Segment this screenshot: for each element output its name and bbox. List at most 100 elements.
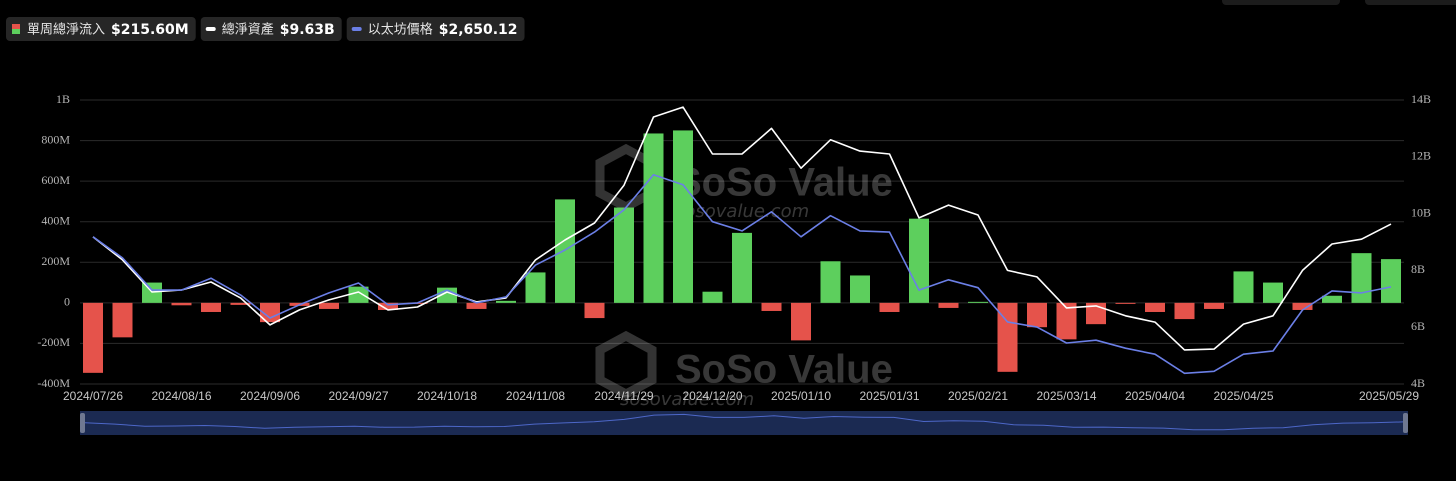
bar [820, 261, 841, 303]
bar [466, 302, 487, 309]
bar [997, 302, 1018, 372]
bar [850, 275, 870, 303]
bar [1174, 302, 1195, 320]
watermark-text: SoSo Value [675, 348, 893, 392]
x-tick-label: 2024/07/26 [63, 389, 123, 403]
legend-name: 總淨資產 [222, 22, 274, 38]
legend: 單周總淨流入 $215.60M 總淨資產 $9.63B 以太坊價格 $2,650.12 [6, 17, 525, 41]
legend-box [6, 17, 196, 41]
y-tick-label: 600M [41, 173, 70, 187]
y2-tick-label: 4B [1411, 376, 1425, 390]
bar [171, 302, 192, 306]
watermark-url: sosovalue.com [620, 389, 754, 410]
y2-tick-label: 12B [1411, 149, 1431, 163]
legend-value: $215.60M [111, 22, 189, 38]
bar [1145, 302, 1165, 312]
legend-item[interactable]: 總淨資產 $9.63B [200, 17, 342, 41]
y-tick-label: 800M [41, 132, 70, 146]
legend-icon [205, 27, 216, 31]
bar [1204, 302, 1224, 309]
x-tick-label: 2025/05/29 [1359, 389, 1419, 403]
x-tick-label: 2024/09/06 [240, 389, 300, 403]
bar [378, 302, 398, 310]
navigator-handle[interactable] [1403, 413, 1408, 433]
x-tick-label: 2025/02/21 [948, 389, 1008, 403]
bar [791, 302, 811, 341]
legend-icon [12, 29, 20, 34]
y2-tick-label: 6B [1411, 319, 1425, 333]
y2-tick-label: 8B [1411, 262, 1425, 276]
bar [1351, 253, 1372, 303]
bar [83, 302, 103, 373]
bar [761, 302, 782, 311]
legend-box [200, 17, 342, 41]
legend-box [346, 17, 525, 41]
bar [525, 272, 546, 303]
y-tick-label: 1B [56, 92, 70, 106]
x-tick-label: 2024/11/29 [594, 389, 653, 403]
line [92, 106, 1392, 351]
bar [260, 302, 280, 323]
bar [1115, 302, 1136, 304]
bar [112, 302, 133, 338]
y-tick-label: 200M [41, 254, 70, 268]
bar [702, 291, 723, 303]
bar [1263, 282, 1283, 303]
bar [968, 301, 988, 303]
bar [1233, 271, 1254, 303]
x-tick-label: 2024/12/20 [682, 389, 742, 403]
watermark-text: SoSo Value [675, 161, 893, 205]
bar [614, 207, 634, 303]
line [92, 174, 1392, 375]
legend-value: $2,650.12 [439, 22, 518, 38]
bar [673, 130, 693, 303]
y-tick-label: -200M [37, 335, 70, 349]
navigator-line [84, 413, 1404, 431]
bar [201, 302, 221, 312]
legend-icon [12, 24, 20, 29]
bar [555, 199, 575, 303]
bar [1381, 259, 1401, 303]
x-tick-label: 2025/01/10 [771, 389, 831, 403]
watermark-url: sosovalue.com [675, 201, 809, 222]
x-tick-label: 2025/04/25 [1213, 389, 1273, 403]
legend-item[interactable]: 以太坊價格 $2,650.12 [346, 17, 525, 41]
x-tick-label: 2024/10/18 [417, 389, 477, 403]
legend-icon [351, 27, 362, 31]
y2-tick-label: 10B [1411, 205, 1431, 219]
y-tick-label: -400M [37, 376, 70, 390]
y-tick-label: 0 [64, 295, 70, 309]
legend-name: 以太坊價格 [368, 22, 433, 38]
y2-tick-label: 14B [1411, 92, 1431, 106]
legend-value: $9.63B [280, 22, 335, 38]
bar [584, 302, 605, 319]
bar [496, 300, 516, 303]
bar [732, 232, 752, 303]
bar [230, 302, 251, 305]
x-tick-label: 2025/04/04 [1125, 389, 1185, 403]
bar [1027, 302, 1047, 328]
bar [938, 302, 959, 308]
x-tick-label: 2024/08/16 [151, 389, 211, 403]
legend-item[interactable]: 單周總淨流入 $215.60M [6, 17, 196, 41]
bar [319, 302, 339, 309]
legend-name: 單周總淨流入 [27, 22, 105, 38]
x-tick-label: 2024/11/08 [506, 389, 565, 403]
bar [1322, 295, 1342, 303]
plot [83, 106, 1401, 375]
bar [348, 286, 369, 303]
navigator-track[interactable] [80, 411, 1408, 435]
bar [1056, 302, 1077, 340]
toolbar-button[interactable] [1365, 0, 1456, 5]
watermark-logo [595, 330, 657, 400]
navigator[interactable] [80, 411, 1408, 435]
bar [879, 302, 900, 312]
toolbar-button[interactable] [1222, 0, 1340, 5]
navigator-handle[interactable] [80, 413, 85, 433]
x-tick-label: 2025/01/31 [859, 389, 919, 403]
bar [1292, 302, 1313, 310]
x-tick-label: 2025/03/14 [1036, 389, 1096, 403]
